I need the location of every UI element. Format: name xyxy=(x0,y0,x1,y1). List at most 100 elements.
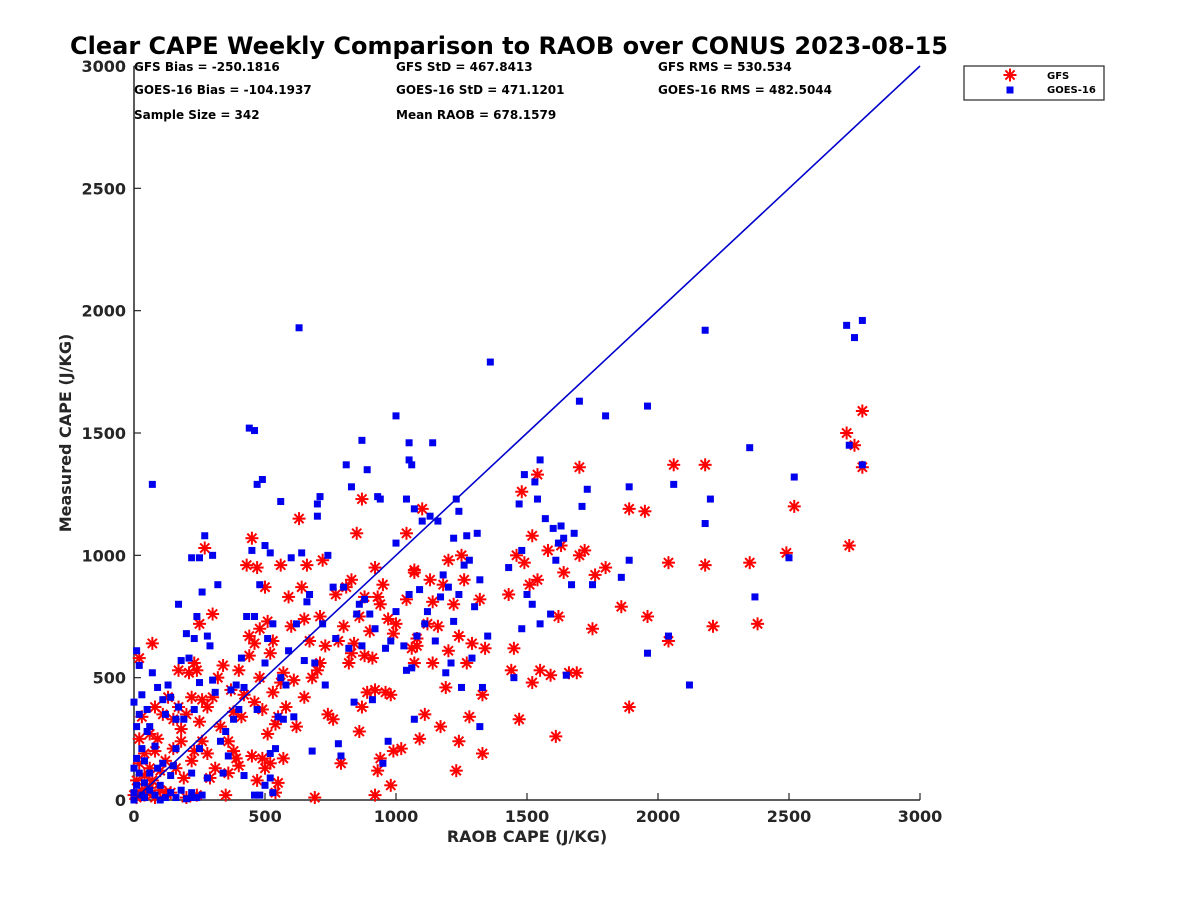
goes16-point xyxy=(371,625,379,633)
gfs-point xyxy=(457,573,471,587)
gfs-point xyxy=(551,610,565,623)
goes16-point xyxy=(345,644,353,652)
goes16-point xyxy=(240,772,248,780)
goes16-point xyxy=(251,791,259,799)
gfs-point xyxy=(638,504,652,518)
goes16-point xyxy=(617,573,625,581)
gfs-point xyxy=(475,747,489,761)
gfs-point xyxy=(255,751,269,765)
goes16-point xyxy=(361,595,369,603)
goes16-point xyxy=(161,794,169,802)
goes16-point xyxy=(382,644,390,652)
y-tick-label: 3000 xyxy=(81,57,126,76)
goes16-point xyxy=(463,532,471,540)
gfs-point xyxy=(368,788,382,802)
gfs-point xyxy=(132,732,146,746)
goes16-point xyxy=(222,727,230,735)
goes16-point xyxy=(175,703,183,711)
goes16-point xyxy=(746,444,754,452)
goes16-point xyxy=(405,456,413,464)
goes16-point xyxy=(465,556,473,564)
goes16-point xyxy=(224,752,232,760)
gfs-point xyxy=(441,644,455,658)
gfs-point xyxy=(751,617,765,631)
goes16-point xyxy=(355,600,363,608)
goes16-point xyxy=(437,593,445,601)
gfs-point xyxy=(512,712,526,726)
gfs-point xyxy=(381,612,395,626)
goes16-point xyxy=(211,688,219,696)
gfs-bias-label: GFS Bias = -250.1816 xyxy=(134,60,280,74)
goes16-point xyxy=(528,600,536,608)
gfs-point xyxy=(572,460,586,474)
gfs-point xyxy=(321,707,335,721)
gfs-point xyxy=(221,734,235,748)
legend-goes16-label: GOES-16 xyxy=(1047,85,1096,96)
goes16-point xyxy=(248,546,256,554)
gfs-point xyxy=(502,587,516,601)
x-tick-label: 2500 xyxy=(767,807,812,826)
goes16-point xyxy=(858,316,866,324)
legend-goes16-marker xyxy=(1006,86,1014,94)
goes16-point xyxy=(578,502,586,510)
x-axis-label: RAOB CAPE (J/KG) xyxy=(447,827,607,846)
gfs-point xyxy=(219,788,233,802)
gfs-point xyxy=(386,744,400,758)
goes16-point xyxy=(266,774,274,782)
goes16-point xyxy=(400,642,408,650)
gfs-point xyxy=(452,734,466,748)
goes16-point xyxy=(458,683,465,691)
gfs-point xyxy=(206,607,220,621)
goes16-point xyxy=(308,747,316,755)
goes16-point xyxy=(751,593,759,601)
goes16-point xyxy=(151,791,159,799)
goes16-point xyxy=(269,789,277,797)
data-points xyxy=(127,65,921,805)
gfs-point xyxy=(533,663,547,677)
goes16-point xyxy=(408,664,416,672)
goes16-point xyxy=(589,581,596,589)
gfs-point xyxy=(399,526,413,540)
gfs-point xyxy=(622,700,636,714)
goes16-point xyxy=(156,781,164,789)
goes16-point xyxy=(405,439,413,447)
goes16-point xyxy=(140,794,148,802)
gfs-point xyxy=(405,641,419,655)
goes16-point xyxy=(169,762,177,770)
gfs-point xyxy=(379,685,393,699)
gfs-point xyxy=(504,663,518,677)
goes16-point xyxy=(625,483,633,491)
goes16-point xyxy=(442,669,450,677)
legend-box xyxy=(963,65,1105,101)
x-tick-label: 500 xyxy=(248,807,281,826)
goes16-point xyxy=(476,723,484,731)
goes16-point xyxy=(701,326,709,334)
y-tick-label: 2000 xyxy=(81,302,126,321)
gfs-point xyxy=(289,720,303,734)
gfs-point xyxy=(342,656,356,670)
goes16-point xyxy=(243,613,251,620)
goes16-point xyxy=(845,441,853,449)
goes16-point xyxy=(298,549,306,557)
gfs-point xyxy=(549,729,563,743)
goes16-point xyxy=(261,781,269,789)
goes16-point xyxy=(214,581,222,589)
gfs-point xyxy=(279,700,293,714)
gfs-point xyxy=(352,724,366,738)
gfs-point xyxy=(418,707,432,721)
y-tick-label: 1500 xyxy=(81,424,126,443)
goes16-point xyxy=(455,590,463,598)
goes16-point xyxy=(353,610,361,618)
goes16-point xyxy=(311,659,319,667)
gfs-point xyxy=(318,639,332,653)
goes16-point xyxy=(201,532,209,540)
goes16-point xyxy=(261,659,269,667)
gfs-point xyxy=(588,568,602,582)
chart-title: Clear CAPE Weekly Comparison to RAOB ove… xyxy=(70,32,948,60)
gfs-point xyxy=(266,685,280,699)
goes16-point xyxy=(471,603,479,611)
goes16-point xyxy=(182,795,190,803)
goes16-std-label: GOES-16 StD = 471.1201 xyxy=(396,83,565,97)
goes16-point xyxy=(292,620,300,628)
